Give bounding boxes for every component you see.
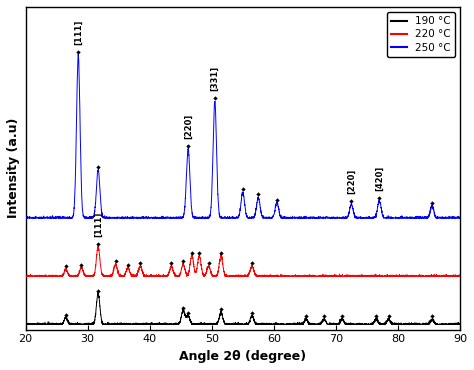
Point (385, 313, 392, 319)
Point (375, 195, 383, 201)
Point (248, 310, 256, 316)
Point (273, 196, 281, 202)
Legend: 190 °C, 220 °C, 250 °C: 190 °C, 220 °C, 250 °C (387, 12, 455, 57)
Point (428, 313, 436, 319)
Point (184, 310, 192, 316)
Text: [111]: [111] (94, 212, 103, 237)
Point (188, 250, 196, 256)
Point (168, 260, 175, 266)
Point (94, 241, 102, 247)
Y-axis label: Intensity (a.u): Intensity (a.u) (7, 118, 20, 218)
Point (78, 262, 85, 268)
Point (62, 312, 70, 317)
Point (179, 305, 187, 311)
Point (124, 262, 132, 268)
Point (74, 49, 82, 55)
Text: [111]: [111] (74, 19, 83, 45)
Point (184, 143, 192, 149)
Point (373, 313, 380, 319)
Point (255, 191, 262, 197)
Text: [420]: [420] (375, 165, 384, 191)
Point (338, 313, 346, 319)
Text: [331]: [331] (210, 66, 219, 91)
Point (112, 258, 119, 264)
Point (320, 313, 328, 319)
Point (94, 164, 102, 170)
Point (137, 260, 144, 266)
Point (211, 95, 219, 101)
Point (94, 287, 102, 293)
Point (347, 198, 355, 204)
Point (248, 260, 256, 266)
Point (217, 306, 225, 312)
X-axis label: Angle 2θ (degree): Angle 2θ (degree) (179, 350, 306, 363)
Point (428, 200, 436, 206)
Point (205, 260, 212, 266)
Text: [220]: [220] (183, 114, 192, 139)
Point (302, 313, 310, 319)
Text: [220]: [220] (347, 169, 356, 194)
Point (239, 186, 246, 192)
Point (195, 250, 203, 256)
Point (179, 258, 187, 264)
Point (62, 263, 70, 269)
Point (217, 250, 225, 256)
